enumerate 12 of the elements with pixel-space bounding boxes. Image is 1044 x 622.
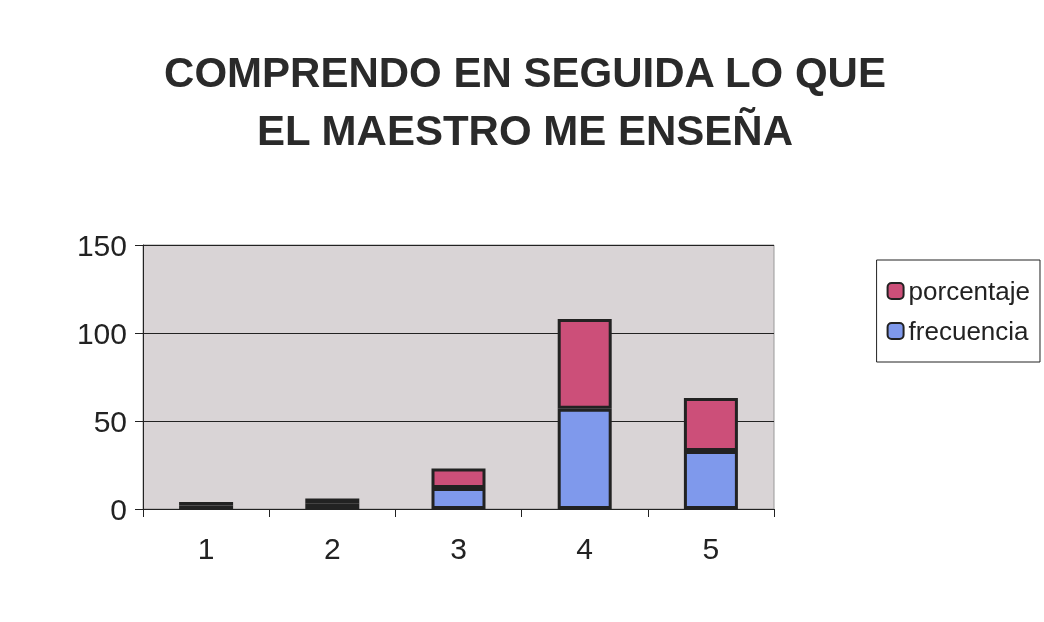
x-tick-label: 2 xyxy=(323,531,341,565)
y-tick-label: 0 xyxy=(110,492,127,526)
x-tick-label: 5 xyxy=(702,531,720,565)
y-tick-label: 100 xyxy=(76,316,127,350)
y-tick-label: 150 xyxy=(76,228,127,262)
legend-label: porcentaje xyxy=(908,276,1030,306)
x-tick-label: 4 xyxy=(576,531,594,565)
y-tick-label: 50 xyxy=(93,404,127,438)
x-tick-label: 3 xyxy=(450,531,467,565)
x-tick-label: 1 xyxy=(197,531,215,565)
legend-label: frecuencia xyxy=(908,316,1030,346)
chart-title: COMPRENDO EN SEGUIDA LO QUE EL MAESTRO ME ENSEÑA xyxy=(164,48,886,154)
